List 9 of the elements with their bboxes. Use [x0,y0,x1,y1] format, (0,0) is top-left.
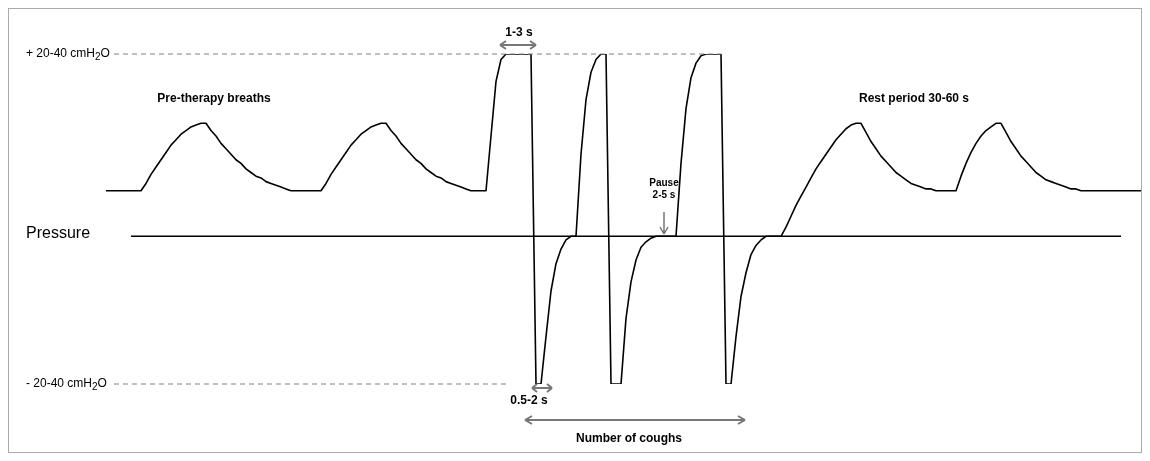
annotation: Rest period 30-60 s [857,91,970,105]
text: 0.5-2 s [509,393,549,407]
annotation: Pause 2-5 s [648,177,680,201]
text: 1-3 s [504,25,534,39]
ref-line-label: - 20-40 cmH$_{2}$O [26,376,107,393]
annotation: Pre-therapy breaths [156,91,272,105]
ref-line-label: + 20-40 cmH$_{2}$O [26,46,110,63]
y-axis-title: Pressure [26,224,91,243]
text: Number of coughs [575,431,683,445]
